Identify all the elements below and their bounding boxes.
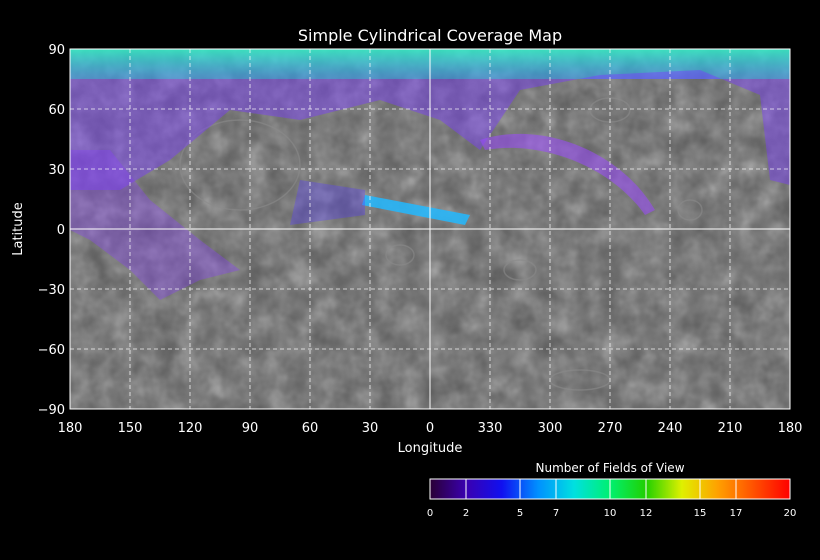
longitude-tick-label: 90 <box>242 421 259 436</box>
latitude-tick-labels: 90 60 30 0 −30 −60 −90 <box>38 43 65 418</box>
latitude-tick-label: 30 <box>48 163 65 178</box>
coverage-west-patch <box>70 150 240 300</box>
colorbar-tick-label: 7 <box>553 508 559 519</box>
longitude-tick-label: 150 <box>118 421 143 436</box>
colorbar-tick-label: 15 <box>694 508 707 519</box>
colorbar-tick-label: 20 <box>784 508 797 519</box>
x-axis-label: Longitude <box>398 441 463 456</box>
longitude-tick-label: 330 <box>478 421 503 436</box>
colorbar-tick-labels: 0 2 5 7 10 12 15 17 20 <box>427 479 797 519</box>
longitude-tick-label: 60 <box>302 421 319 436</box>
latitude-tick-label: 0 <box>57 223 65 238</box>
coverage-streak-scatter <box>290 180 365 225</box>
longitude-tick-label: 300 <box>538 421 563 436</box>
latitude-tick-label: −90 <box>38 403 65 418</box>
map-frame <box>69 48 791 410</box>
colorbar-tick-label: 5 <box>517 508 523 519</box>
colorbar-tick-label: 2 <box>463 508 469 519</box>
longitude-tick-label: 30 <box>362 421 379 436</box>
colorbar-tick-label: 10 <box>604 508 617 519</box>
longitude-tick-label: 180 <box>58 421 83 436</box>
colorbar-title: Number of Fields of View <box>535 461 684 475</box>
longitude-tick-label: 210 <box>718 421 743 436</box>
longitude-tick-label: 180 <box>778 421 803 436</box>
latitude-tick-label: −30 <box>38 283 65 298</box>
longitude-tick-label: 270 <box>598 421 623 436</box>
map-plot-area <box>70 49 790 409</box>
longitude-tick-label: 0 <box>426 421 434 436</box>
latitude-tick-label: −60 <box>38 343 65 358</box>
coverage-equatorial-streak <box>362 195 470 225</box>
colorbar-tick-label: 12 <box>640 508 653 519</box>
colorbar-tick-label: 0 <box>427 508 433 519</box>
coverage-arc-east <box>480 133 655 215</box>
longitude-tick-labels: 180 150 120 90 60 30 0 330 300 270 240 210 180 <box>58 421 803 436</box>
latitude-tick-label: 60 <box>48 103 65 118</box>
longitude-tick-label: 240 <box>658 421 683 436</box>
colorbar: Number of Fields of View 0 2 5 7 10 12 15 17 20 <box>427 461 797 519</box>
colorbar-tick-label: 17 <box>730 508 743 519</box>
latitude-tick-label: 90 <box>48 43 65 58</box>
map-title: Simple Cylindrical Coverage Map <box>298 26 562 45</box>
longitude-tick-label: 120 <box>178 421 203 436</box>
y-axis-label: Latitude <box>11 202 26 256</box>
